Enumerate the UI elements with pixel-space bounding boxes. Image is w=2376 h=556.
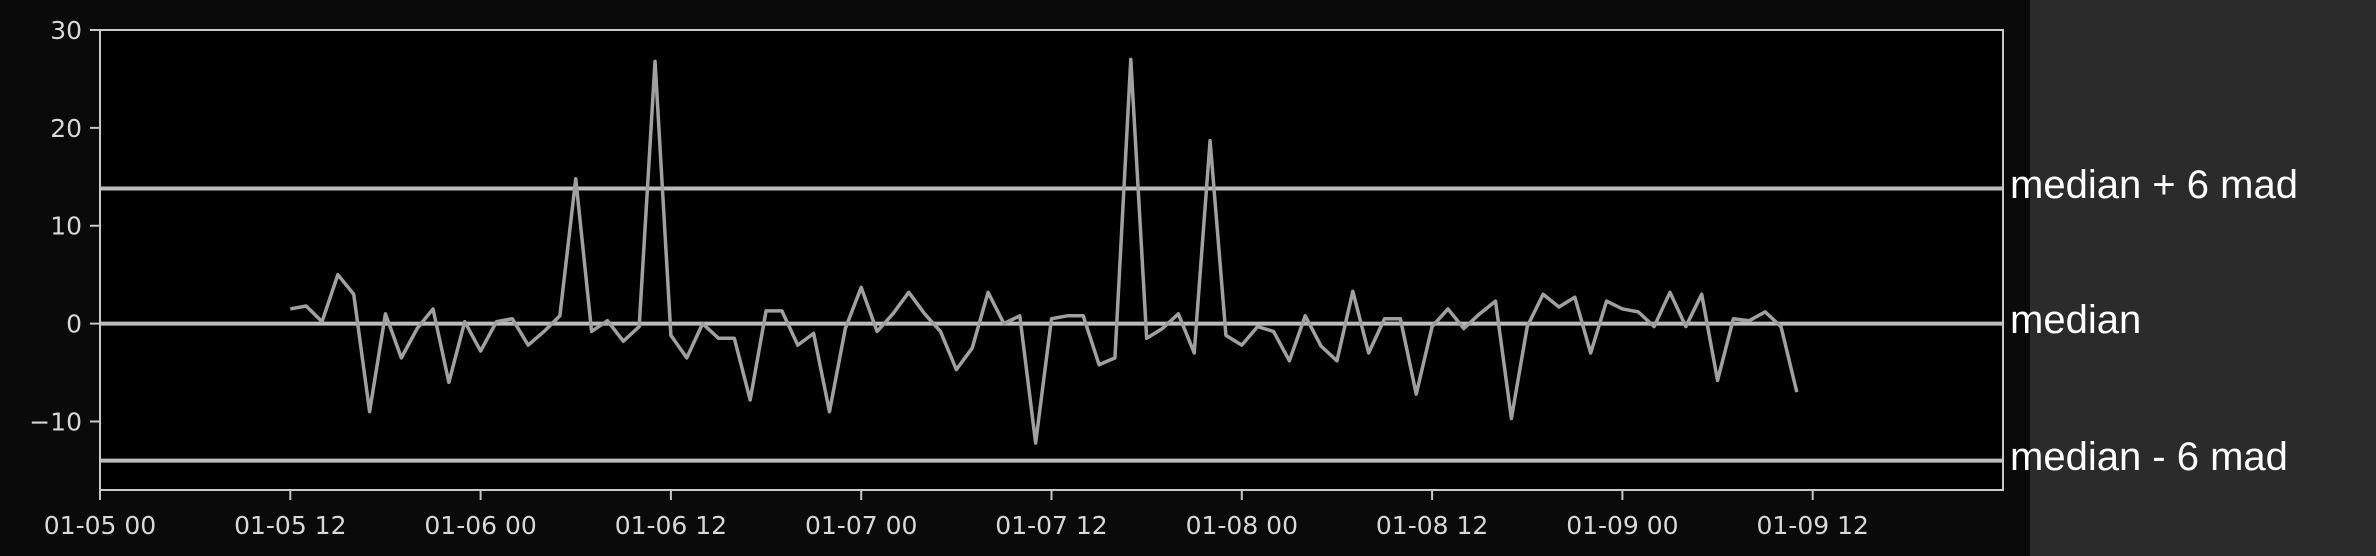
y-tick-label: 30 (50, 16, 82, 45)
x-tick-label: 01-09 00 (1566, 511, 1678, 540)
x-tick-label: 01-06 12 (615, 511, 727, 540)
y-tick-label: −10 (29, 407, 82, 436)
x-tick-label: 01-08 00 (1186, 511, 1298, 540)
x-tick-label: 01-07 12 (995, 511, 1107, 540)
x-axis: 01-05 00 01-05 12 01-06 00 01-06 12 01-07 00… (44, 490, 1869, 540)
reference-line-label: median - 6 mad (2010, 434, 2288, 479)
x-tick-label: 01-06 00 (424, 511, 536, 540)
annotation-panel (2030, 0, 2376, 556)
reference-line-label: median (2010, 297, 2142, 342)
plot-area (100, 30, 2003, 490)
x-tick-label: 01-09 12 (1756, 511, 1868, 540)
x-tick-label: 01-08 12 (1376, 511, 1488, 540)
x-tick-label: 01-07 00 (805, 511, 917, 540)
y-axis: −10 0 10 20 30 (29, 16, 100, 436)
x-tick-label: 01-05 12 (234, 511, 346, 540)
y-tick-label: 0 (66, 310, 82, 339)
series-line (289, 57, 1799, 445)
y-tick-label: 10 (50, 212, 82, 241)
reference-line-label: median + 6 mad (2010, 162, 2298, 207)
y-tick-label: 20 (50, 114, 82, 143)
x-tick-label: 01-05 00 (44, 511, 156, 540)
